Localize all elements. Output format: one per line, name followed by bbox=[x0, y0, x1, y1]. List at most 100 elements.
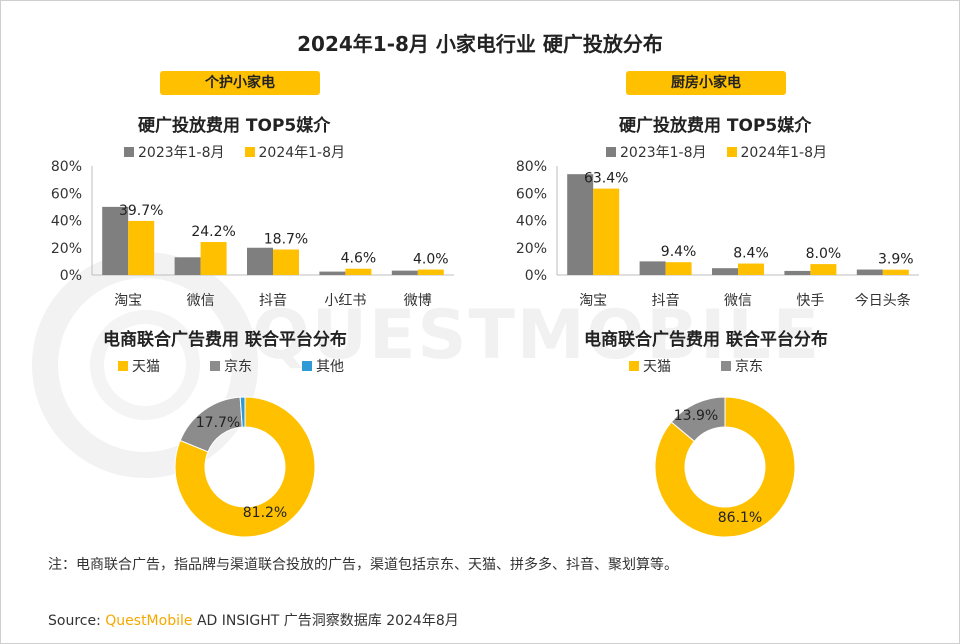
left-bar-legend: 2023年1-8月 2024年1-8月 bbox=[124, 142, 365, 162]
y-tick-label: 0% bbox=[60, 268, 82, 284]
source-brand: QuestMobile bbox=[105, 613, 193, 629]
tag-kitchen: 厨房小家电 bbox=[626, 71, 786, 95]
y-tick-label: 40% bbox=[516, 214, 547, 230]
bar-2023 bbox=[319, 271, 346, 275]
data-label: 8.4% bbox=[733, 246, 769, 262]
data-label: 3.9% bbox=[878, 252, 914, 268]
x-tick-label: 抖音 bbox=[652, 292, 680, 309]
legend-label-2024: 2024年1-8月 bbox=[740, 145, 828, 161]
slice-label: 17.7% bbox=[196, 415, 240, 431]
data-label: 9.4% bbox=[661, 244, 697, 260]
right-donut-title: 电商联合广告费用 联合平台分布 bbox=[584, 330, 828, 350]
data-label: 8.0% bbox=[806, 246, 842, 262]
legend-label-jd: 京东 bbox=[735, 359, 763, 375]
data-label: 39.7% bbox=[119, 203, 163, 219]
x-tick-label: 微信 bbox=[187, 293, 215, 309]
y-tick-label: 0% bbox=[525, 268, 547, 284]
y-tick-label: 20% bbox=[516, 241, 547, 257]
legend-item-2023: 2023年1-8月 bbox=[606, 142, 707, 162]
legend-swatch-jd bbox=[210, 361, 220, 371]
left-bar-chart: 0% 20% 40% 60% 80% 39.7% 淘宝 24.2% 微信 18.7% 抖音 4.6% 小… bbox=[51, 159, 454, 309]
donut-slice bbox=[239, 396, 246, 428]
x-tick-label: 微信 bbox=[724, 293, 752, 309]
legend-swatch-2023 bbox=[606, 147, 616, 157]
legend-swatch-other bbox=[302, 361, 312, 371]
y-tick-label: 40% bbox=[51, 214, 82, 230]
source-prefix: Source: bbox=[48, 613, 101, 629]
y-tick-label: 80% bbox=[516, 159, 547, 175]
bar-2024 bbox=[665, 262, 692, 275]
left-bar-title: 硬广投放费用 TOP5媒介 bbox=[138, 116, 331, 136]
legend-item-jd: 京东 bbox=[210, 356, 252, 376]
bar-2023 bbox=[639, 261, 666, 275]
left-donut-legend: 天猫 京东 其他 bbox=[118, 356, 364, 376]
footnote: 注：电商联合广告，指品牌与渠道联合投放的广告，渠道包括京东、天猫、拼多多、抖音、… bbox=[48, 557, 678, 573]
legend-item-2024: 2024年1-8月 bbox=[244, 142, 346, 162]
bar-2024 bbox=[593, 188, 620, 275]
legend-swatch-jd bbox=[721, 361, 731, 371]
bar-2024 bbox=[417, 269, 444, 275]
right-donut-legend: 天猫 京东 bbox=[629, 356, 783, 376]
bar-2024 bbox=[345, 268, 372, 275]
legend-swatch-tmall bbox=[118, 361, 128, 371]
y-tick-label: 60% bbox=[516, 186, 547, 202]
legend-item-2024: 2024年1-8月 bbox=[726, 142, 828, 162]
y-tick-label: 80% bbox=[51, 159, 82, 175]
x-tick-label: 淘宝 bbox=[114, 293, 142, 309]
left-donut-chart: 81.2% 17.7% bbox=[174, 396, 316, 538]
x-tick-label: 微博 bbox=[404, 292, 432, 309]
legend-label-2023: 2023年1-8月 bbox=[138, 145, 225, 161]
bar-2024 bbox=[128, 220, 155, 275]
bar-2023 bbox=[174, 257, 201, 275]
y-tick-label: 60% bbox=[51, 186, 82, 202]
x-tick-label: 小红书 bbox=[324, 293, 366, 309]
left-donut-title: 电商联合广告费用 联合平台分布 bbox=[103, 330, 347, 350]
slice-label: 86.1% bbox=[718, 510, 762, 526]
data-label: 18.7% bbox=[264, 232, 308, 248]
slice-label: 81.2% bbox=[243, 505, 287, 521]
tag-personal-care: 个护小家电 bbox=[160, 71, 320, 95]
legend-item-other: 其他 bbox=[302, 356, 344, 376]
legend-swatch-2023 bbox=[124, 147, 134, 157]
legend-swatch-2024 bbox=[244, 147, 255, 157]
data-label: 63.4% bbox=[584, 171, 628, 187]
data-label: 4.6% bbox=[341, 251, 377, 267]
legend-item-jd: 京东 bbox=[721, 356, 763, 376]
donut-slice bbox=[670, 396, 726, 443]
legend-label-tmall: 天猫 bbox=[643, 359, 671, 375]
donut-slice bbox=[654, 396, 796, 538]
bar-2023 bbox=[391, 270, 418, 275]
right-bar-legend: 2023年1-8月 2024年1-8月 bbox=[606, 142, 847, 162]
slice-label: 13.9% bbox=[674, 408, 718, 424]
bar-2023 bbox=[247, 247, 273, 275]
bar-2024 bbox=[882, 269, 909, 275]
source-rest: AD INSIGHT 广告洞察数据库 2024年8月 bbox=[196, 613, 459, 629]
x-tick-label: 淘宝 bbox=[579, 293, 607, 309]
x-tick-label: 抖音 bbox=[259, 292, 287, 309]
legend-item-tmall: 天猫 bbox=[118, 356, 160, 376]
right-donut-chart: 86.1% 13.9% bbox=[654, 396, 796, 538]
legend-label-jd: 京东 bbox=[224, 359, 252, 375]
legend-item-2023: 2023年1-8月 bbox=[124, 142, 225, 162]
donut-slice bbox=[174, 396, 316, 538]
x-tick-label: 今日头条 bbox=[855, 292, 911, 309]
legend-label-tmall: 天猫 bbox=[132, 359, 160, 375]
page-title: 2024年1-8月 小家电行业 硬广投放分布 bbox=[297, 32, 663, 56]
bar-2023 bbox=[784, 270, 811, 275]
bar-2024 bbox=[810, 264, 837, 275]
legend-swatch-tmall bbox=[629, 361, 639, 371]
right-bar-chart: 0% 20% 40% 60% 80% 63.4% 淘宝 9.4% 抖音 8.4% 微信 8.0% 快手 3… bbox=[516, 159, 919, 309]
legend-item-tmall: 天猫 bbox=[629, 356, 671, 376]
x-tick-label: 快手 bbox=[796, 293, 824, 309]
legend-label-2024: 2024年1-8月 bbox=[258, 145, 346, 161]
bar-2023 bbox=[567, 174, 594, 275]
legend-label-other: 其他 bbox=[316, 359, 344, 375]
legend-swatch-2024 bbox=[726, 147, 737, 157]
y-tick-label: 20% bbox=[51, 241, 82, 257]
data-label: 24.2% bbox=[191, 224, 235, 240]
bar-2024 bbox=[200, 242, 227, 275]
right-bar-title: 硬广投放费用 TOP5媒介 bbox=[619, 116, 812, 136]
source-line: Source: QuestMobile AD INSIGHT 广告洞察数据库 2… bbox=[48, 610, 459, 630]
bar-2024 bbox=[273, 249, 299, 275]
bar-2024 bbox=[738, 263, 764, 275]
